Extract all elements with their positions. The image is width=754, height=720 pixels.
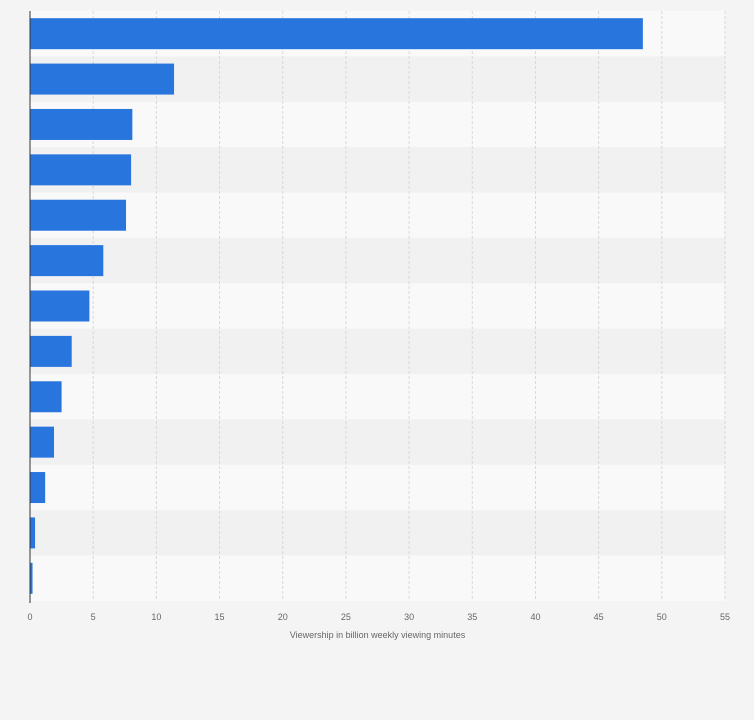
bars xyxy=(30,18,643,594)
row-band xyxy=(30,419,725,465)
x-tick-label: 0 xyxy=(27,612,32,622)
x-axis-title: Viewership in billion weekly viewing min… xyxy=(290,630,466,640)
x-tick-label: 5 xyxy=(91,612,96,622)
x-tick-label: 15 xyxy=(215,612,225,622)
x-tick-label: 55 xyxy=(720,612,730,622)
x-tick-label: 45 xyxy=(594,612,604,622)
bar xyxy=(30,335,72,367)
x-tick-label: 35 xyxy=(467,612,477,622)
bar xyxy=(30,381,62,413)
bar xyxy=(30,63,175,95)
row-band xyxy=(30,555,725,601)
x-tick-label: 40 xyxy=(530,612,540,622)
bar xyxy=(30,562,33,594)
bar xyxy=(30,245,104,277)
bar xyxy=(30,472,46,504)
bar xyxy=(30,18,643,50)
row-bands xyxy=(30,11,725,601)
x-tick-label: 20 xyxy=(278,612,288,622)
row-band xyxy=(30,464,725,511)
row-band xyxy=(30,374,725,420)
bar xyxy=(30,517,36,549)
row-band xyxy=(30,147,725,193)
row-band xyxy=(30,192,725,238)
bar xyxy=(30,108,133,140)
x-tick-label: 25 xyxy=(341,612,351,622)
row-band xyxy=(30,283,725,329)
row-band xyxy=(30,237,725,284)
bar xyxy=(30,426,55,458)
bar xyxy=(30,154,132,186)
row-band xyxy=(30,328,725,375)
x-tick-label: 30 xyxy=(404,612,414,622)
x-axis-ticks: 0 5 10 15 20 25 30 35 40 45 50 55 xyxy=(27,612,730,622)
bar xyxy=(30,199,127,231)
x-tick-label: 10 xyxy=(151,612,161,622)
row-band xyxy=(30,510,725,556)
gridlines xyxy=(92,11,726,601)
row-band xyxy=(30,101,725,148)
x-tick-label: 50 xyxy=(657,612,667,622)
bar xyxy=(30,290,90,322)
